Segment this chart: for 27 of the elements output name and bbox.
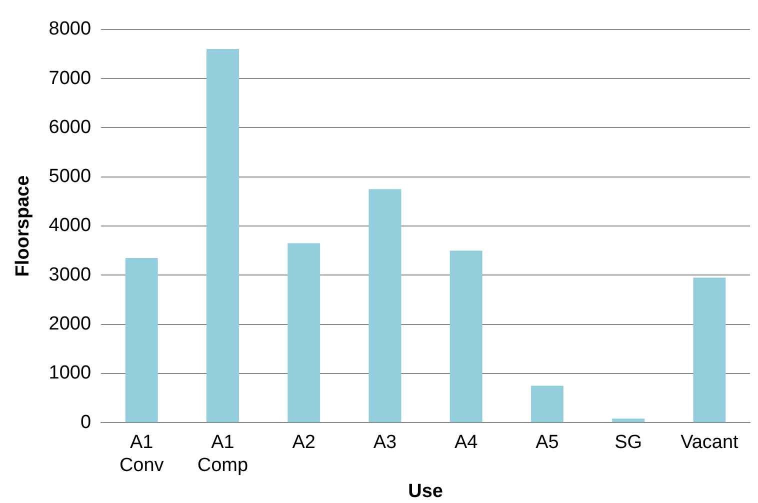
- bar: [125, 258, 158, 422]
- y-tick-label: 1000: [48, 362, 92, 384]
- y-tick-label: 0: [80, 412, 92, 433]
- bar: [368, 189, 402, 422]
- y-tick-label: 8000: [48, 18, 92, 40]
- x-tick-label: A1 Comp: [197, 432, 248, 476]
- x-tick-label: A1 Conv: [119, 432, 164, 476]
- bar: [206, 49, 239, 422]
- y-tick-label: 7000: [48, 68, 92, 89]
- bar: [530, 386, 564, 422]
- x-tick-label: A5: [536, 432, 559, 454]
- bar: [693, 278, 726, 422]
- x-axis-title: Use: [408, 480, 443, 502]
- y-axis-title: Floorspace: [12, 175, 34, 277]
- y-tick-label: 4000: [48, 215, 92, 236]
- x-tick-label: A4: [454, 432, 478, 454]
- x-tick-label: A3: [373, 432, 397, 454]
- x-tick-label: SG: [614, 432, 642, 454]
- y-tick-label: 3000: [48, 264, 92, 286]
- bar: [288, 243, 320, 422]
- x-tick-label: A2: [292, 432, 316, 454]
- y-tick-label: 5000: [48, 166, 92, 188]
- y-tick-label: 6000: [48, 116, 92, 138]
- x-tick-label: Vacant: [680, 432, 740, 454]
- bar: [612, 418, 645, 422]
- y-tick-label: 2000: [48, 314, 92, 335]
- bar: [450, 250, 482, 422]
